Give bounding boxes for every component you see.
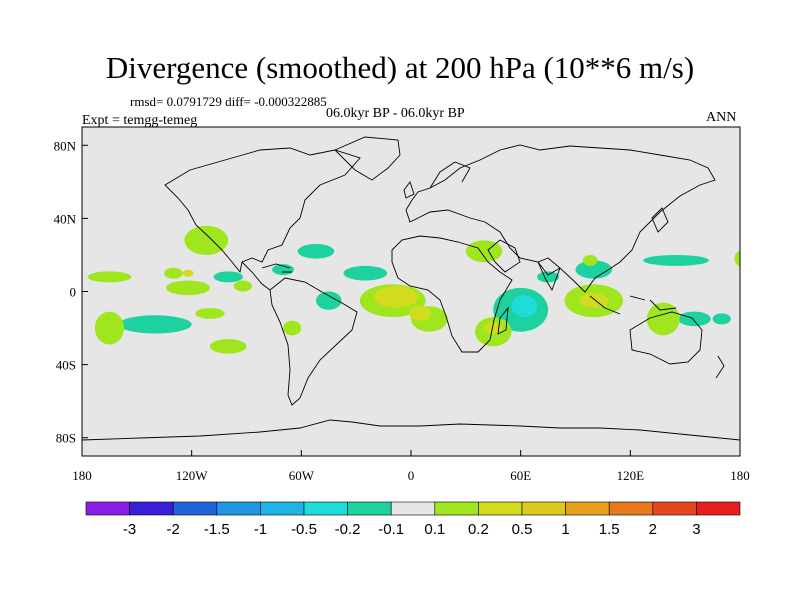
colorbar-swatch: [172, 501, 218, 516]
contour-region: [582, 254, 598, 266]
x-tick-label: 0: [408, 468, 415, 483]
colorbar-label: -0.1: [378, 521, 404, 538]
chart-title: Divergence (smoothed) at 200 hPa (10**6 …: [105, 50, 695, 85]
coast-greenland: [334, 136, 401, 181]
contour-region: [343, 265, 388, 281]
coast-arabia: [487, 239, 521, 273]
colorbar-swatch: [478, 501, 523, 516]
contour-region: [283, 320, 302, 336]
coast-eurasia: [405, 144, 716, 293]
y-tick-label: 40N: [54, 211, 77, 226]
contour-region: [374, 286, 419, 308]
y-tick-label: 80N: [54, 138, 77, 153]
coast-scandinavia: [429, 161, 471, 189]
colorbar-label: -0.5: [291, 521, 317, 538]
contour-region: [195, 307, 225, 319]
contour-region: [233, 280, 252, 292]
y-tick-label: 40S: [56, 358, 76, 373]
colorbar-swatch: [521, 501, 566, 516]
colorbar-label: -1: [254, 521, 267, 538]
stats-text: rmsd= 0.0791729 diff= -0.000322885: [130, 94, 327, 109]
contour-region: [643, 254, 709, 266]
colorbar-swatch: [260, 501, 305, 516]
colorbar-label: 1: [561, 521, 569, 538]
x-tick-label: 180: [72, 468, 92, 483]
contour-region: [575, 260, 613, 279]
colorbar-swatch: [85, 501, 130, 516]
x-tick-label: 60E: [510, 468, 531, 483]
contour-region: [537, 271, 560, 283]
colorbar-swatch: [347, 501, 392, 516]
season-label: ANN: [706, 110, 737, 125]
contour-region: [409, 306, 432, 321]
contour-region: [465, 240, 503, 263]
contour-region: [164, 267, 183, 279]
coast-north-america: [164, 147, 361, 274]
contour-region: [297, 243, 335, 259]
y-tick-label: 80S: [56, 431, 76, 446]
colorbar: -3 -2 -1.5 -1 -0.5 -0.2 -0.1 0.1 0.2 0.5 1 1.5 2 3: [85, 501, 741, 538]
coast-japan: [651, 207, 669, 233]
experiment-label: Expt = temgg-temeg: [82, 113, 198, 128]
colorbar-label: 2: [649, 521, 657, 538]
colorbar-label: 0.1: [424, 521, 445, 538]
contour-region: [646, 302, 680, 336]
x-tick-label: 120E: [617, 468, 645, 483]
coast-britain: [403, 181, 415, 199]
contour-region: [87, 271, 132, 283]
coast-australia: [629, 311, 703, 365]
colorbar-label: -3: [123, 521, 136, 538]
colorbar-label: 0.5: [512, 521, 533, 538]
contour-region: [579, 293, 609, 308]
colorbar-label: -0.2: [335, 521, 361, 538]
contour-region: [184, 225, 229, 255]
coastlines: [82, 136, 740, 441]
x-tick-label: 180: [730, 468, 750, 483]
colorbar-label: 1.5: [599, 521, 620, 538]
colorbar-swatch: [216, 501, 261, 516]
colorbar-label: -1.5: [204, 521, 230, 538]
y-tick-label: 0: [70, 285, 77, 300]
colorbar-swatch: [608, 501, 654, 516]
coast-madagascar: [497, 306, 509, 335]
contour-region: [209, 339, 247, 354]
contour-region: [712, 313, 731, 325]
x-tick-label: 120W: [176, 468, 209, 483]
contour-region: [94, 311, 125, 345]
colorbar-swatch: [390, 501, 436, 516]
colorbar-label: -2: [167, 521, 180, 538]
x-tick-label: 60W: [289, 468, 315, 483]
coast-south-america: [269, 277, 358, 406]
colorbar-swatch: [129, 501, 174, 516]
colorbar-label: 0.2: [468, 521, 489, 538]
colorbar-swatch: [434, 501, 479, 516]
contour-region: [118, 315, 192, 334]
contour-region: [484, 322, 503, 334]
y-axis-ticks: 80N 40N 0 40S 80S: [54, 138, 88, 446]
contour-region: [677, 311, 711, 327]
coast-caribbean: [261, 263, 292, 273]
contour-region: [315, 291, 342, 310]
colorbar-swatch: [652, 501, 697, 516]
contour-region: [511, 295, 538, 318]
coast-indonesia: [589, 295, 677, 315]
coast-new-zealand: [715, 355, 725, 379]
period-label: 06.0kyr BP - 06.0kyr BP: [326, 106, 465, 121]
coast-central-america: [241, 261, 271, 291]
colorbar-swatch: [565, 501, 610, 516]
coast-africa: [391, 235, 513, 353]
coast-antarctica: [82, 419, 740, 441]
colorbar-label: 3: [692, 521, 700, 538]
x-axis-ticks: 180 120W 60W 0 60E 120E 180: [72, 450, 750, 483]
contour-region: [213, 271, 243, 283]
contour-region: [734, 251, 740, 266]
contour-fields: [87, 225, 740, 354]
contour-region: [182, 269, 194, 277]
coast-india: [537, 257, 561, 292]
contour-region: [166, 280, 210, 296]
colorbar-swatch: [696, 501, 741, 516]
colorbar-swatch: [303, 501, 348, 516]
